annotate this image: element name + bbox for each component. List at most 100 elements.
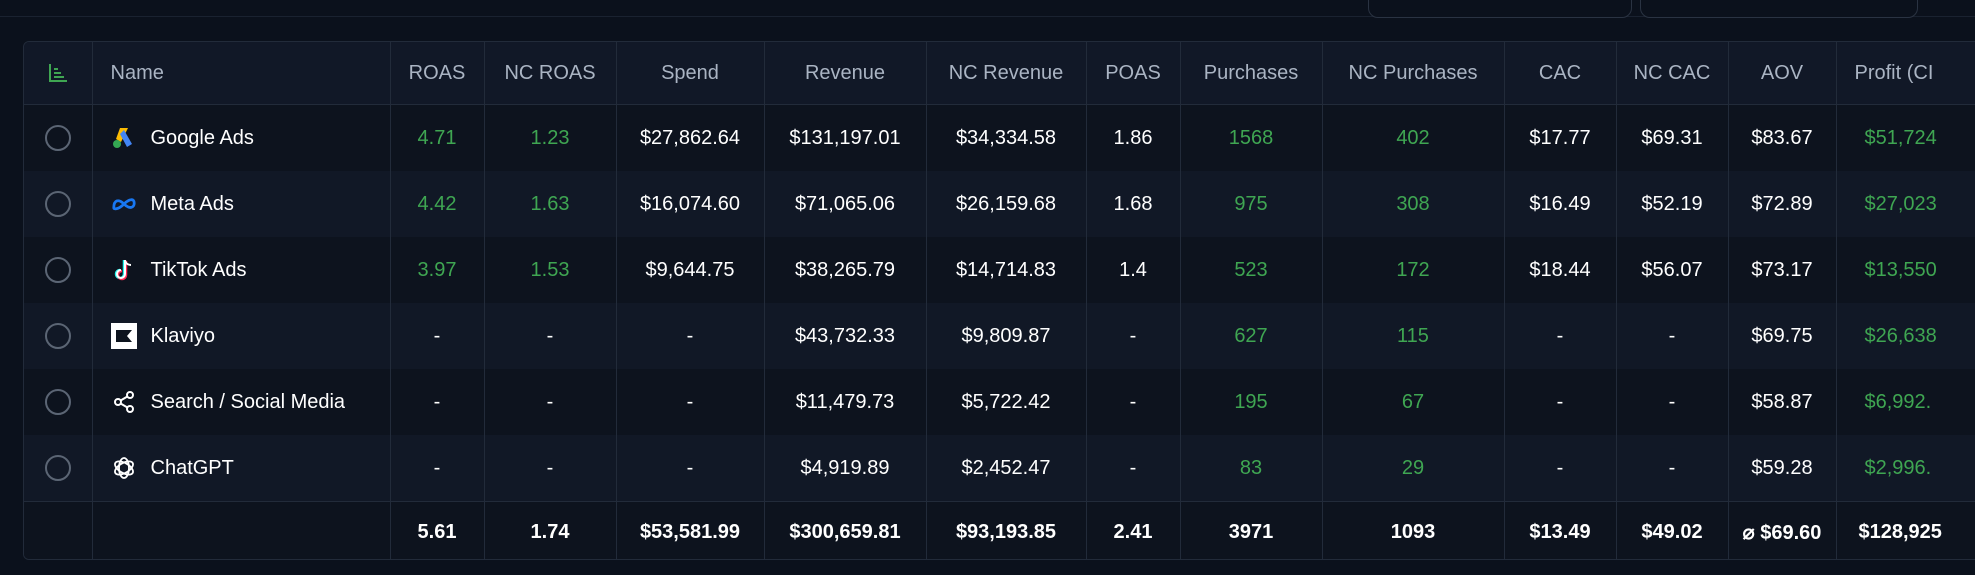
poas-value: 1.86 — [1086, 104, 1181, 171]
header-nc-roas[interactable]: NC ROAS — [484, 42, 617, 105]
nc-cac-value: $52.19 — [1616, 171, 1729, 237]
row-radio[interactable] — [44, 389, 71, 415]
header-purchases[interactable]: Purchases — [1180, 42, 1323, 105]
header-revenue[interactable]: Revenue — [764, 42, 927, 105]
total-aov: ⌀ $69.60 — [1728, 501, 1837, 559]
row-radio[interactable] — [44, 257, 71, 283]
compare-filter-button[interactable] — [1640, 0, 1918, 18]
totals-label-cell — [92, 501, 391, 559]
nc-revenue-value: $26,159.68 — [926, 171, 1087, 237]
row-select-cell[interactable] — [24, 104, 93, 171]
row-radio[interactable] — [44, 125, 71, 151]
tiktok-icon — [111, 257, 137, 283]
nc-purchases-value: 172 — [1322, 237, 1505, 303]
source-name-cell: Google Ads — [92, 104, 391, 171]
spend-value: $9,644.75 — [616, 237, 765, 303]
roas-value: - — [390, 435, 485, 502]
date-filter-button[interactable] — [1368, 0, 1632, 18]
total-roas: 5.61 — [390, 501, 485, 559]
nc-cac-value: - — [1616, 303, 1729, 369]
source-name-cell: TikTok Ads — [92, 237, 391, 303]
totals-empty-cell — [24, 501, 93, 559]
poas-value: 1.68 — [1086, 171, 1181, 237]
row-select-cell[interactable] — [24, 369, 93, 435]
header-profit[interactable]: Profit (CI — [1836, 42, 1975, 105]
aov-value: $73.17 — [1728, 237, 1837, 303]
row-select-cell[interactable] — [24, 435, 93, 502]
header-nc-revenue[interactable]: NC Revenue — [926, 42, 1087, 105]
cac-value: - — [1504, 303, 1617, 369]
revenue-value: $4,919.89 — [764, 435, 927, 502]
row-radio[interactable] — [44, 455, 71, 481]
nc-roas-value: - — [484, 369, 617, 435]
nc-cac-value: $69.31 — [1616, 104, 1729, 171]
row-select-cell[interactable] — [24, 237, 93, 303]
revenue-value: $71,065.06 — [764, 171, 927, 237]
cac-value: $16.49 — [1504, 171, 1617, 237]
source-name: Klaviyo — [150, 324, 215, 347]
profit-value: $27,023 — [1836, 171, 1975, 237]
header-name[interactable]: Name — [92, 42, 391, 105]
nc-cac-value: $56.07 — [1616, 237, 1729, 303]
klaviyo-icon — [110, 323, 137, 349]
poas-value: - — [1086, 303, 1181, 369]
row-select-cell[interactable] — [24, 171, 93, 237]
total-profit: $128,925 — [1836, 501, 1975, 559]
spend-value: $27,862.64 — [616, 104, 765, 171]
cac-value: - — [1504, 369, 1617, 435]
nc-cac-value: - — [1616, 435, 1729, 502]
source-name-cell: Meta Ads — [92, 171, 391, 237]
row-select-cell[interactable] — [24, 303, 93, 369]
header-aov[interactable]: AOV — [1728, 42, 1837, 105]
purchases-value: 83 — [1180, 435, 1323, 502]
column-settings-cell[interactable] — [24, 42, 93, 105]
revenue-value: $11,479.73 — [764, 369, 927, 435]
header-spend[interactable]: Spend — [616, 42, 765, 105]
header-nc-purchases[interactable]: NC Purchases — [1322, 42, 1505, 105]
nc-purchases-value: 115 — [1322, 303, 1505, 369]
nc-purchases-value: 29 — [1322, 435, 1505, 502]
source-name-cell: Klaviyo — [92, 303, 391, 369]
aov-value: $83.67 — [1728, 104, 1837, 171]
nc-cac-value: - — [1616, 369, 1729, 435]
nc-purchases-value: 402 — [1322, 104, 1505, 171]
nc-roas-value: - — [484, 435, 617, 502]
revenue-value: $38,265.79 — [764, 237, 927, 303]
poas-value: 1.4 — [1086, 237, 1181, 303]
purchases-value: 627 — [1180, 303, 1323, 369]
table-row[interactable]: Meta Ads 4.42 1.63 $16,074.60 $71,065.06… — [24, 171, 1975, 237]
cac-value: $18.44 — [1504, 237, 1617, 303]
meta-icon — [111, 191, 137, 217]
total-nc-cac: $49.02 — [1616, 501, 1729, 559]
nc-purchases-value: 308 — [1322, 171, 1505, 237]
table-row[interactable]: Search / Social Media - - - $11,479.73 $… — [24, 369, 1975, 435]
table-row[interactable]: TikTok Ads 3.97 1.53 $9,644.75 $38,265.7… — [24, 237, 1975, 303]
aov-value: $69.75 — [1728, 303, 1837, 369]
total-poas: 2.41 — [1086, 501, 1181, 559]
total-nc-revenue: $93,193.85 — [926, 501, 1087, 559]
roas-value: 3.97 — [390, 237, 485, 303]
header-nc-cac[interactable]: NC CAC — [1616, 42, 1729, 105]
header-cac[interactable]: CAC — [1504, 42, 1617, 105]
header-poas[interactable]: POAS — [1086, 42, 1181, 105]
total-nc-roas: 1.74 — [484, 501, 617, 559]
column-chart-icon[interactable] — [47, 62, 69, 84]
row-radio[interactable] — [44, 323, 71, 349]
share-icon — [111, 389, 137, 415]
spend-value: - — [616, 435, 765, 502]
source-name: ChatGPT — [150, 456, 234, 479]
table-row[interactable]: Google Ads 4.71 1.23 $27,862.64 $131,197… — [24, 104, 1975, 171]
cac-value: - — [1504, 435, 1617, 502]
nc-revenue-value: $2,452.47 — [926, 435, 1087, 502]
purchases-value: 1568 — [1180, 104, 1323, 171]
profit-value: $13,550 — [1836, 237, 1975, 303]
nc-revenue-value: $9,809.87 — [926, 303, 1087, 369]
nc-roas-value: 1.63 — [484, 171, 617, 237]
row-radio[interactable] — [44, 191, 71, 217]
table-row[interactable]: Klaviyo - - - $43,732.33 $9,809.87 - 627… — [24, 303, 1975, 369]
nc-revenue-value: $14,714.83 — [926, 237, 1087, 303]
table-row[interactable]: ChatGPT - - - $4,919.89 $2,452.47 - 83 2… — [24, 435, 1975, 502]
nc-revenue-value: $34,334.58 — [926, 104, 1087, 171]
header-roas[interactable]: ROAS — [390, 42, 485, 105]
aov-value: $59.28 — [1728, 435, 1837, 502]
